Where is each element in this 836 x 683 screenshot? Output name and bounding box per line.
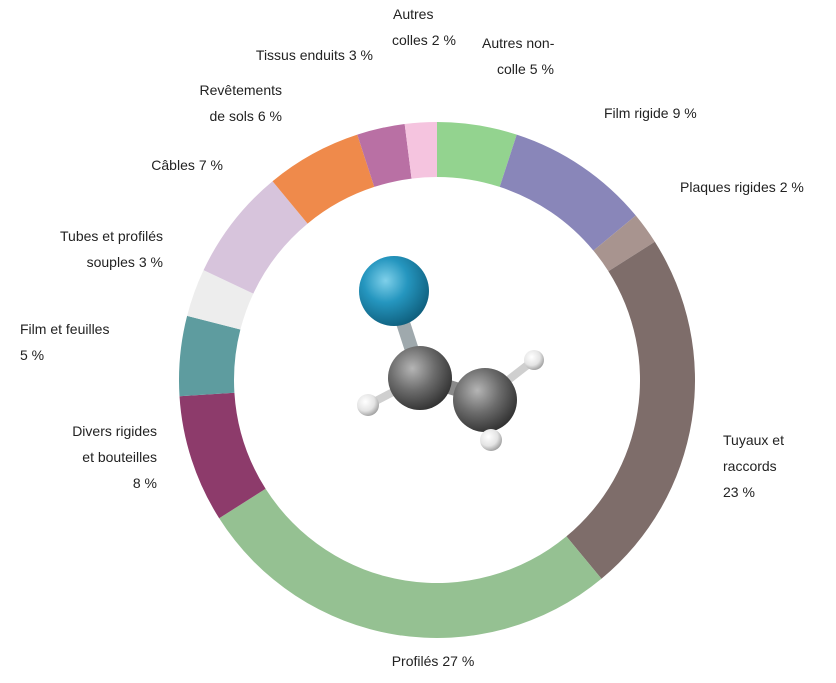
- value-label: 27 %: [442, 653, 474, 669]
- value-label: 6 %: [258, 108, 282, 124]
- value-label: 3 %: [139, 254, 163, 270]
- molecule-illustration: [357, 256, 544, 451]
- chart: Autres non-colle5 % Film rigide9 % Plaques…: [0, 0, 836, 678]
- value-label: 8 %: [133, 475, 157, 491]
- donut-segment: [566, 242, 695, 579]
- value-label: 2 %: [780, 179, 804, 195]
- donut-segment: [179, 316, 240, 396]
- value-label: 23 %: [723, 484, 755, 500]
- value-label: 5 %: [20, 347, 44, 363]
- value-label: 9 %: [673, 105, 697, 121]
- donut-segment: [219, 489, 601, 638]
- value-label: 7 %: [199, 157, 223, 173]
- value-label: 2 %: [432, 32, 456, 48]
- value-label: 5 %: [530, 61, 554, 77]
- value-label: 3 %: [349, 47, 373, 63]
